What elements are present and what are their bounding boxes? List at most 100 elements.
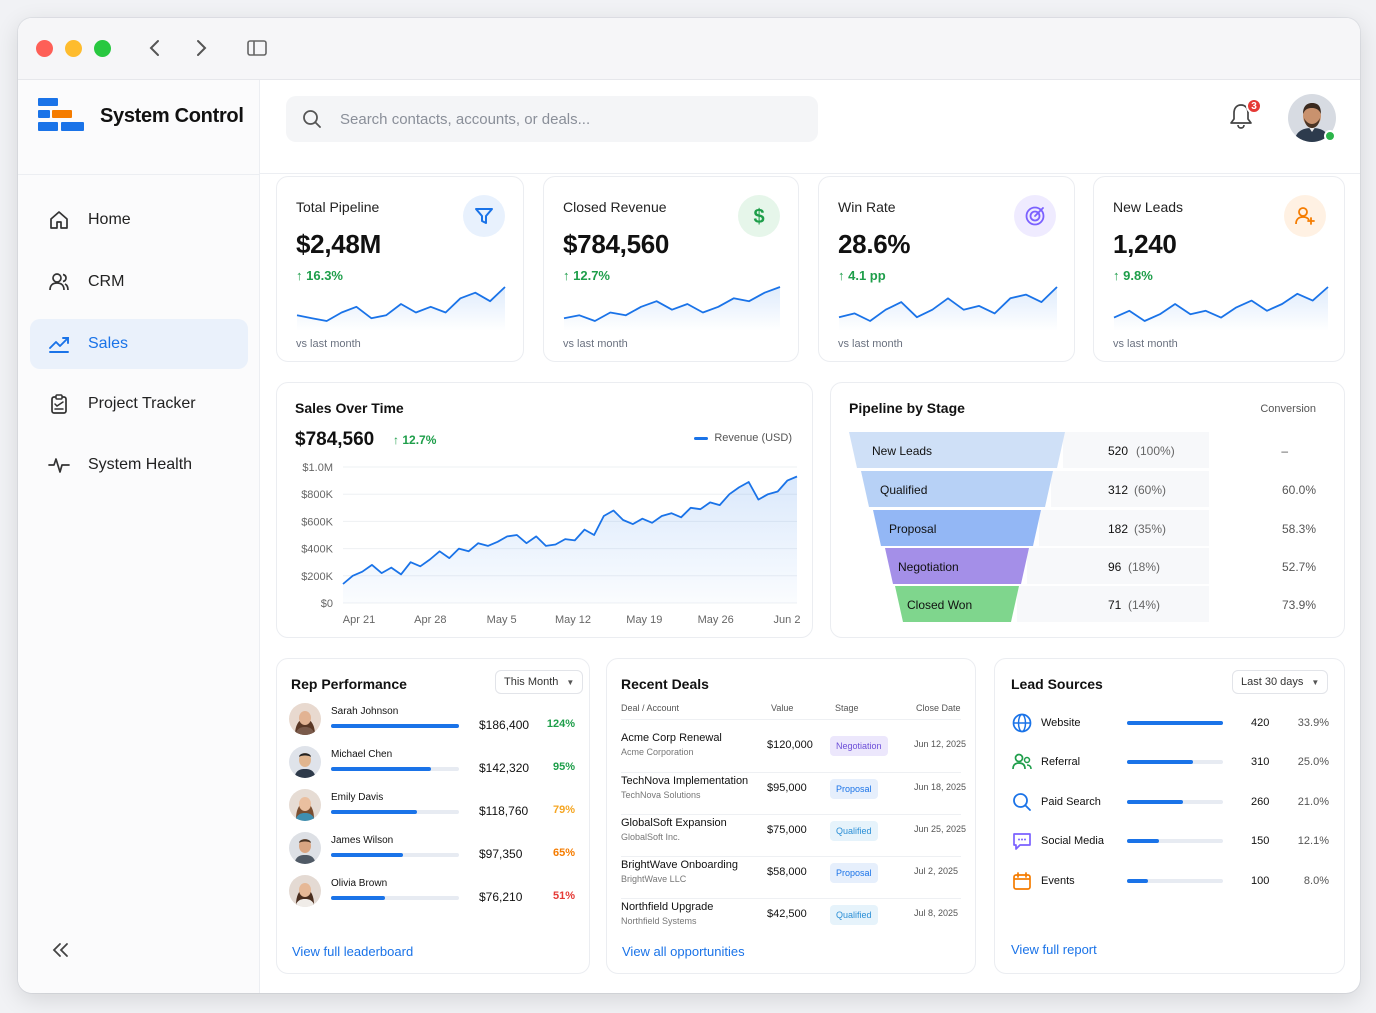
search-input[interactable] <box>340 110 780 128</box>
deal-close-date: Jun 12, 2025 <box>914 739 967 749</box>
y-tick-label: $400K <box>301 544 333 556</box>
deal-row[interactable]: GlobalSoft Expansion GlobalSoft Inc. $75… <box>621 817 971 859</box>
rep-name: Olivia Brown <box>331 878 388 889</box>
rep-progress-track <box>331 853 459 857</box>
maximize-window-button[interactable] <box>94 40 111 57</box>
stage-conversion: 73.9% <box>1281 598 1316 612</box>
conversion-header: Conversion <box>1260 403 1316 415</box>
y-tick-label: $0 <box>321 598 333 610</box>
user-avatar[interactable] <box>1288 94 1336 142</box>
svg-text:$: $ <box>753 206 764 227</box>
kpi-change-value: 12.7% <box>573 268 610 283</box>
sidebar-item-project-tracker[interactable]: Project Tracker <box>30 379 248 429</box>
divider <box>621 719 961 720</box>
rep-name: Emily Davis <box>331 792 384 803</box>
rep-row[interactable]: Sarah Johnson $186,400 124% <box>289 703 589 743</box>
rep-quota-percent: 79% <box>552 804 575 816</box>
y-tick-label: $600K <box>301 516 333 528</box>
deal-row[interactable]: Northfield Upgrade Northfield Systems $4… <box>621 901 971 943</box>
funnel-segment-qualified[interactable] <box>861 471 1053 507</box>
stage-name: Qualified <box>880 483 928 497</box>
lead-source-count: 100 <box>1251 875 1270 887</box>
sparkline-area <box>1114 287 1328 331</box>
stage-percent: (18%) <box>1128 560 1161 574</box>
sidebar-item-label: System Health <box>88 456 193 473</box>
view-leaderboard-link[interactable]: View full leaderboard <box>292 944 414 959</box>
notifications-button[interactable]: 3 <box>1228 98 1262 134</box>
deal-row[interactable]: BrightWave Onboarding BrightWave LLC $58… <box>621 859 971 901</box>
funnel-segment-new-leads[interactable] <box>849 432 1065 468</box>
sidebar-item-crm[interactable]: CRM <box>30 257 248 307</box>
sidebar-item-system-health[interactable]: System Health <box>30 440 248 490</box>
back-button[interactable] <box>142 35 168 61</box>
app-window: System Control Home CRM Sales Project Tr… <box>18 18 1360 993</box>
funnel-segment-negotiation[interactable] <box>885 548 1029 584</box>
lead-source-row[interactable]: Website 420 33.9% <box>1011 709 1331 739</box>
rep-progress-track <box>331 724 459 728</box>
sparkline-area <box>564 287 780 331</box>
sidebar-item-sales[interactable]: Sales <box>30 319 248 369</box>
sidebar-item-label: Project Tracker <box>88 395 196 412</box>
view-opportunities-link[interactable]: View all opportunities <box>622 944 745 959</box>
forward-button[interactable] <box>188 35 214 61</box>
kpi-title: Win Rate <box>838 199 896 215</box>
x-tick-label: Apr 28 <box>414 614 446 626</box>
rep-period-dropdown[interactable]: This Month ▼ <box>495 670 584 694</box>
search-bar[interactable] <box>286 96 818 142</box>
lead-source-row[interactable]: Referral 310 25.0% <box>1011 748 1331 778</box>
funnel-row-bg <box>1027 548 1209 584</box>
collapse-sidebar-button[interactable] <box>48 937 74 963</box>
kpi-title: Closed Revenue <box>563 199 667 215</box>
kpi-icon-badge <box>1284 195 1326 237</box>
search-icon <box>303 110 321 128</box>
avatar-image <box>289 832 321 864</box>
lead-source-row[interactable]: Social Media 150 12.1% <box>1011 827 1331 857</box>
rep-row[interactable]: James Wilson $97,350 65% <box>289 832 589 872</box>
stage-name: Closed Won <box>907 598 973 612</box>
lead-source-percent: 12.1% <box>1297 835 1329 847</box>
x-tick-label: May 5 <box>487 614 517 626</box>
rep-progress-track <box>331 896 459 900</box>
lead-source-row[interactable]: Events 100 8.0% <box>1011 867 1331 897</box>
column-header-stage: Stage <box>835 703 859 713</box>
sidebar-panel-icon <box>247 40 267 56</box>
view-report-link[interactable]: View full report <box>1011 942 1097 957</box>
deal-account: GlobalSoft Inc. <box>621 832 681 842</box>
deal-close-date: Jun 25, 2025 <box>914 824 967 834</box>
deal-row[interactable]: Acme Corp Renewal Acme Corporation $120,… <box>621 732 971 774</box>
rep-avatar <box>289 703 321 735</box>
revenue-line <box>342 475 798 585</box>
x-tick-label: May 19 <box>626 614 662 626</box>
lead-source-fill <box>1127 800 1183 804</box>
close-window-button[interactable] <box>36 40 53 57</box>
lead-source-row[interactable]: Paid Search 260 21.0% <box>1011 788 1331 818</box>
rep-row[interactable]: Michael Chen $142,320 95% <box>289 746 589 786</box>
deal-account: TechNova Solutions <box>621 790 701 800</box>
column-header-account: Deal / Account <box>621 703 680 713</box>
lead-period-dropdown[interactable]: Last 30 days ▼ <box>1232 670 1329 694</box>
section-title: Lead Sources <box>1011 676 1103 692</box>
funnel-segment-proposal[interactable] <box>873 510 1041 546</box>
funnel-segment-closed-won[interactable] <box>895 586 1019 622</box>
rep-row[interactable]: Emily Davis $118,760 79% <box>289 789 589 829</box>
globe-icon <box>1012 713 1032 733</box>
revenue-area <box>343 476 797 603</box>
kpi-change-value: 4.1 pp <box>848 268 886 283</box>
kpi-change-value: 9.8% <box>1123 268 1153 283</box>
lead-source-fill <box>1127 721 1223 725</box>
lead-source-fill <box>1127 839 1159 843</box>
users-icon <box>49 273 69 291</box>
deal-stage-badge: Proposal <box>830 779 878 799</box>
sparkline-area <box>297 287 505 331</box>
lead-source-track <box>1127 760 1223 764</box>
rep-row[interactable]: Olivia Brown $76,210 51% <box>289 875 589 915</box>
brand[interactable]: System Control <box>38 98 244 134</box>
sidebar-item-home[interactable]: Home <box>30 195 248 245</box>
stage-count: 182 <box>1108 522 1129 536</box>
rep-progress-fill <box>331 767 431 771</box>
minimize-window-button[interactable] <box>65 40 82 57</box>
sidebar-toggle-button[interactable] <box>244 35 270 61</box>
deal-account: Acme Corporation <box>621 747 694 757</box>
deal-row[interactable]: TechNova Implementation TechNova Solutio… <box>621 775 971 817</box>
chevron-down-icon: ▼ <box>1311 677 1320 687</box>
